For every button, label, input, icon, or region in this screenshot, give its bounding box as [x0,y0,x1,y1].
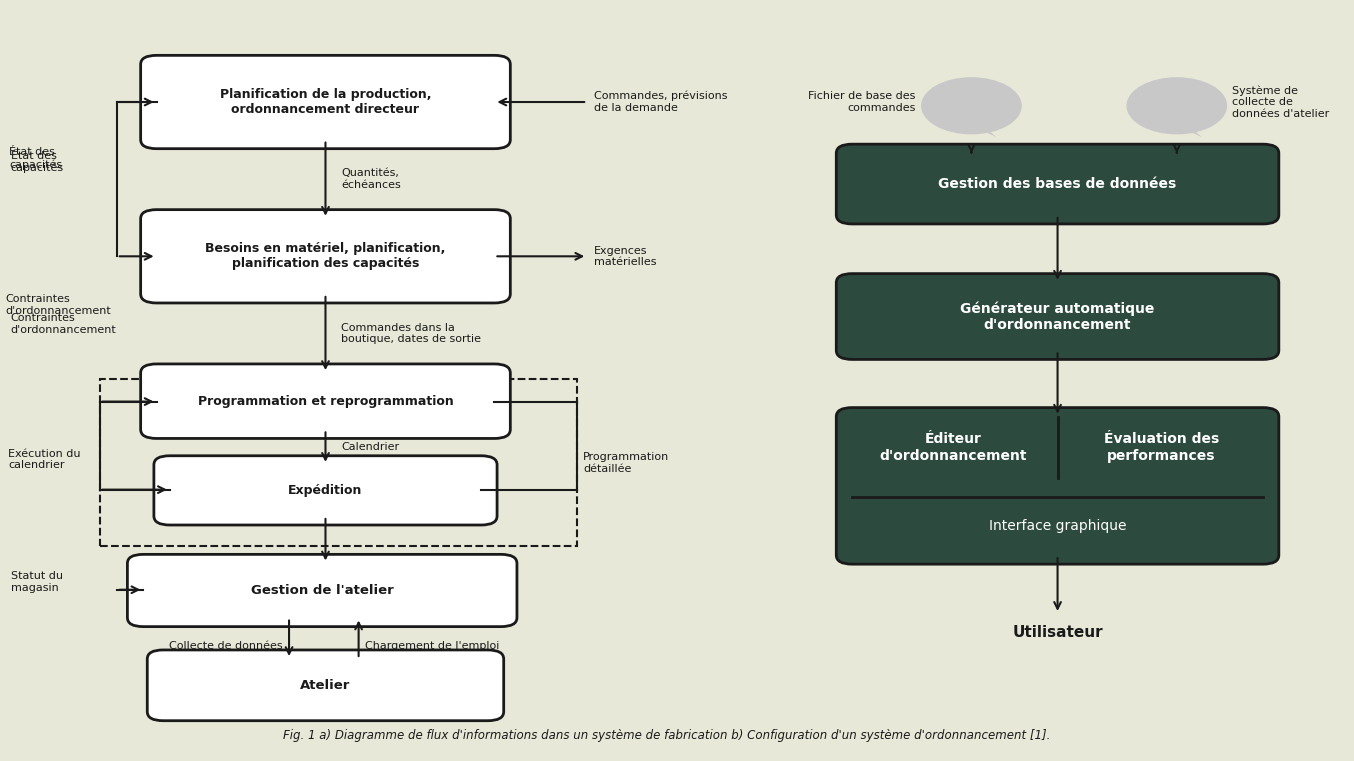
Text: État des
capacités: État des capacités [11,151,64,174]
Text: Chargement de l'emploi: Chargement de l'emploi [366,641,500,651]
Text: État des
capacités: État des capacités [9,148,62,170]
Text: Programmation
détaillée: Programmation détaillée [584,453,669,474]
Text: Utilisateur: Utilisateur [1013,625,1104,640]
FancyBboxPatch shape [837,274,1278,359]
Circle shape [921,77,1022,135]
Text: Statut du
magasin: Statut du magasin [11,572,62,593]
FancyBboxPatch shape [837,144,1278,224]
Text: Éditeur
d'ordonnancement: Éditeur d'ordonnancement [880,432,1028,463]
Text: Gestion des bases de données: Gestion des bases de données [938,177,1177,191]
Text: Exécution du
calendrier: Exécution du calendrier [8,449,81,470]
Circle shape [1127,77,1227,135]
Text: Quantités,
échéances: Quantités, échéances [341,168,401,190]
Text: Fichier de base des
commandes: Fichier de base des commandes [808,91,915,113]
Text: Commandes, prévisions
de la demande: Commandes, prévisions de la demande [594,91,727,113]
Text: Atelier: Atelier [301,679,351,692]
Polygon shape [976,120,997,137]
Text: Besoins en matériel, planification,
planification des capacités: Besoins en matériel, planification, plan… [206,242,445,270]
Text: Système de
collecte de
données d'atelier: Système de collecte de données d'atelier [1232,85,1330,119]
Text: Contraintes
d'ordonnancement: Contraintes d'ordonnancement [5,295,111,316]
Text: Expédition: Expédition [288,484,363,497]
Polygon shape [1182,120,1202,137]
Text: Gestion de l'atelier: Gestion de l'atelier [250,584,394,597]
Text: Évaluation des
performances: Évaluation des performances [1104,432,1219,463]
Text: Programmation et reprogrammation: Programmation et reprogrammation [198,395,454,408]
Text: Générateur automatique
d'ordonnancement: Générateur automatique d'ordonnancement [960,301,1155,332]
FancyBboxPatch shape [141,364,510,438]
Text: Commandes dans la
boutique, dates de sortie: Commandes dans la boutique, dates de sor… [341,323,482,344]
FancyBboxPatch shape [141,209,510,303]
FancyBboxPatch shape [141,56,510,148]
Text: Collecte de données: Collecte de données [169,641,283,651]
FancyBboxPatch shape [154,456,497,525]
FancyBboxPatch shape [148,650,504,721]
Text: Exgences
matérielles: Exgences matérielles [594,246,657,267]
Text: Interface graphique: Interface graphique [988,519,1127,533]
FancyBboxPatch shape [837,408,1278,564]
Text: Fig. 1 a) Diagramme de flux d'informations dans un système de fabrication b) Con: Fig. 1 a) Diagramme de flux d'informatio… [283,729,1051,742]
FancyBboxPatch shape [127,554,517,626]
Text: Calendrier: Calendrier [341,442,399,452]
Text: Contraintes
d'ordonnancement: Contraintes d'ordonnancement [11,314,116,335]
Text: Planification de la production,
ordonnancement directeur: Planification de la production, ordonnan… [219,88,431,116]
